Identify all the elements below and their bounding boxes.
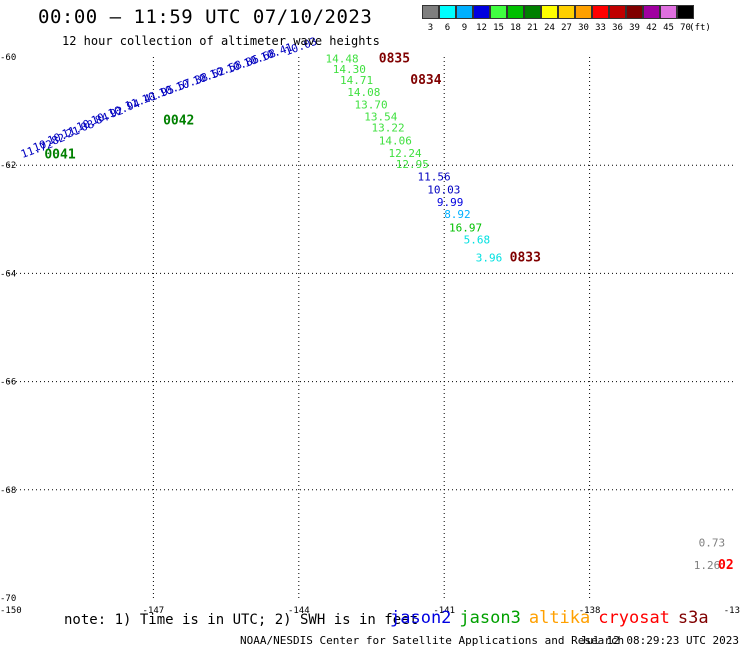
color-scale-swatch	[524, 5, 541, 19]
color-scale-swatch	[660, 5, 677, 19]
color-scale-swatch	[507, 5, 524, 19]
wave-height-label: 10.03	[427, 183, 460, 196]
color-scale-swatch	[422, 5, 439, 19]
footer-note: note: 1) Time is in UTC; 2) SWH is in fe…	[64, 612, 419, 628]
wave-height-label: 0.73	[699, 537, 726, 550]
color-scale-label: 12	[476, 23, 487, 33]
wave-height-label: 12.24	[388, 147, 421, 160]
color-scale-label: 27	[561, 23, 572, 33]
color-scale-label: 70	[680, 23, 691, 33]
legend-item-cryosat: cryosat	[598, 608, 670, 628]
pass-time-label: 0835	[379, 51, 410, 66]
lat-tick-label: -68	[0, 486, 16, 496]
lon-tick-label: -144	[288, 606, 310, 616]
color-scale-swatch	[541, 5, 558, 19]
color-scale-label: 9	[461, 23, 468, 33]
color-scale-unit: (ft)	[689, 23, 711, 33]
wave-height-label: 13.54	[364, 110, 397, 123]
lat-tick-label: -70	[0, 594, 16, 604]
color-scale-swatch	[490, 5, 507, 19]
legend-item-s3a: s3a	[677, 608, 709, 628]
wave-height-label: 13.22	[372, 122, 405, 135]
wave-height-label: 14.30	[333, 63, 366, 76]
color-scale-label: 6	[444, 23, 451, 33]
color-scale-swatch	[592, 5, 609, 19]
pass-time-label: 0834	[410, 73, 441, 88]
lon-tick-label: -13	[724, 606, 740, 616]
wave-height-label: 14.06	[379, 135, 412, 148]
wave-height-label: 14.71	[340, 74, 373, 87]
color-scale-label: 3	[427, 23, 434, 33]
pass-time-label: 02	[718, 558, 734, 573]
color-scale-swatch	[558, 5, 575, 19]
color-scale-label: 15	[493, 23, 504, 33]
legend-item-altika: altika	[528, 608, 591, 628]
wave-height-label: 11.56	[418, 170, 451, 183]
color-scale-swatch	[609, 5, 626, 19]
page-title: 00:00 — 11:59 UTC 07/10/2023	[38, 6, 373, 28]
color-scale-label: 21	[527, 23, 538, 33]
lat-tick-label: -64	[0, 269, 16, 279]
wave-height-label: 14.08	[347, 86, 380, 99]
color-scale-swatch	[575, 5, 592, 19]
lat-tick-label: -62	[0, 161, 16, 171]
pass-time-label: 0041	[44, 148, 75, 163]
wave-height-label: 1.26	[694, 559, 721, 572]
wave-height-label: 12.95	[396, 158, 429, 171]
color-scale-swatch	[626, 5, 643, 19]
lon-tick-label: -150	[0, 606, 22, 616]
color-scale-swatch	[456, 5, 473, 19]
color-scale-label: 18	[510, 23, 521, 33]
color-scale-label: 33	[595, 23, 606, 33]
credit-line: NOAA/NESDIS Center for Satellite Applica…	[240, 634, 625, 647]
pass-time-label: 0833	[510, 250, 541, 265]
lon-tick-label: -141	[433, 606, 455, 616]
lat-tick-label: -60	[0, 53, 16, 63]
wave-height-label: 8.92	[444, 208, 471, 221]
wave-height-label: 14.48	[325, 52, 358, 65]
wave-height-label: 3.96	[476, 251, 503, 264]
lon-tick-label: -138	[579, 606, 601, 616]
wave-height-label: 5.68	[464, 234, 491, 247]
color-scale-label: 42	[646, 23, 657, 33]
color-scale-swatch	[473, 5, 490, 19]
color-scale-label: 24	[544, 23, 555, 33]
color-scale-label: 39	[629, 23, 640, 33]
page-subtitle: 12 hour collection of altimeter wave hei…	[62, 34, 380, 48]
pass-time-label: 0042	[163, 114, 194, 129]
lat-tick-label: -66	[0, 378, 16, 388]
generated-timestamp: Jul 12 08:29:23 UTC 2023	[580, 634, 739, 647]
color-scale-swatch	[439, 5, 456, 19]
color-scale-swatch	[643, 5, 660, 19]
wave-height-label: 16.97	[449, 222, 482, 235]
wave-height-label: 9.99	[437, 196, 464, 209]
color-scale-swatch	[677, 5, 694, 19]
color-scale-label: 30	[578, 23, 589, 33]
lon-tick-label: -147	[143, 606, 165, 616]
wave-height-label: 13.70	[355, 98, 388, 111]
legend-item-jason3: jason3	[459, 608, 521, 628]
satellite-legend: jason2 jason3 altika cryosat s3a	[390, 608, 717, 628]
color-scale-label: 45	[663, 23, 674, 33]
color-scale-label: 36	[612, 23, 623, 33]
legend-item-jason2: jason2	[390, 608, 452, 628]
